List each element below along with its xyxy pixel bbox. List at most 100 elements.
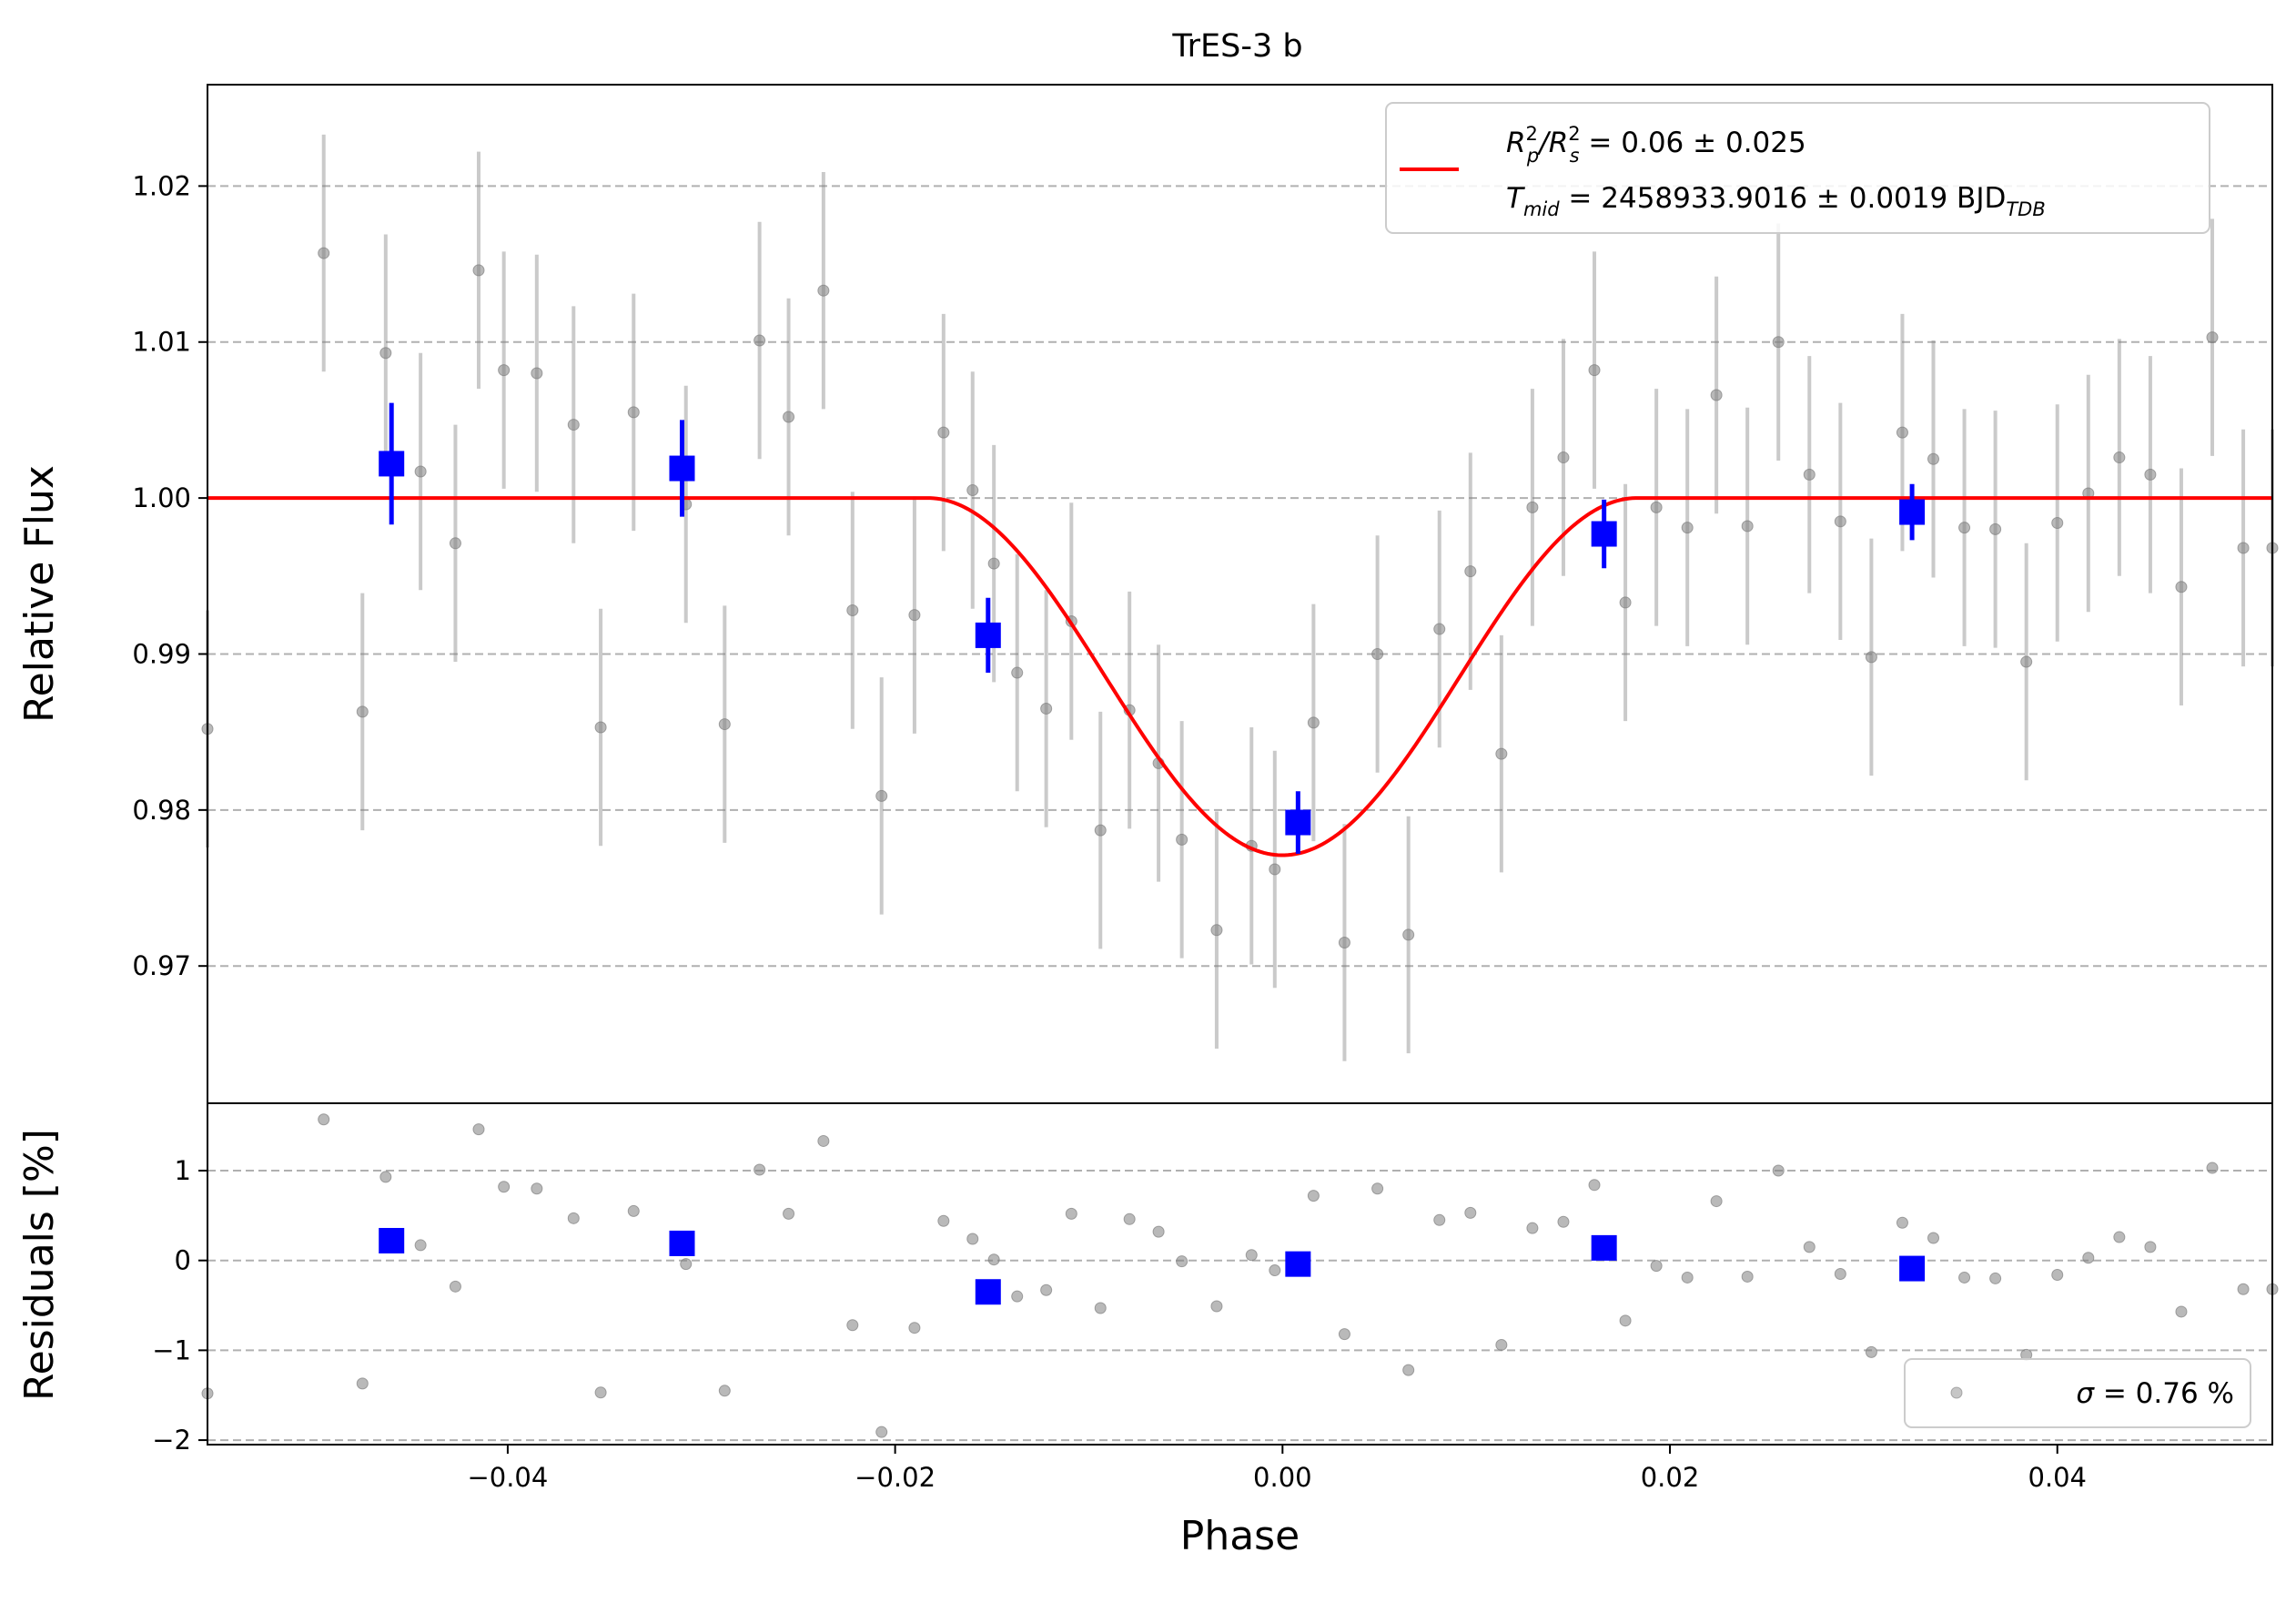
residuals-raw-point [1123, 1212, 1136, 1225]
residuals-raw-point [1588, 1179, 1601, 1192]
residuals-binned-points [379, 1227, 1926, 1305]
residuals-raw-point [1402, 1364, 1415, 1376]
residuals-y-tick-label: 1 [175, 1155, 191, 1186]
residuals-raw-point [414, 1239, 427, 1252]
phase-x-tick-label: 0.02 [1641, 1462, 1700, 1493]
flux-raw-point [1834, 515, 1846, 528]
residuals-binned-point [379, 1227, 405, 1253]
residuals-binned-point [669, 1230, 695, 1256]
residuals-y-tick-label: 0 [175, 1245, 191, 1276]
residuals-raw-point [1011, 1290, 1024, 1303]
residuals-gridlines [207, 1170, 2272, 1442]
residuals-raw-point [680, 1258, 693, 1271]
legend-rs: /R [1536, 127, 1568, 159]
flux-binned-point [669, 455, 695, 482]
residuals-raw-point [2051, 1268, 2064, 1281]
legend-rp: R [1506, 127, 1526, 159]
residuals-raw-point [1269, 1264, 1281, 1277]
residuals-raw-point [531, 1182, 543, 1195]
flux-raw-point [1176, 833, 1188, 846]
legend-tmid-text: Tmid = 2458933.9016 ± 0.0019 BJDTDB [1506, 182, 2046, 220]
legend-depth-value: = 0.06 ± 0.025 [1580, 127, 1806, 159]
flux-raw-point [817, 284, 830, 297]
flux-raw-point [754, 334, 766, 347]
flux-raw-point [1269, 863, 1281, 876]
flux-raw-point [783, 411, 795, 423]
flux-raw-point [1338, 936, 1350, 949]
residuals-legend-marker [1950, 1386, 1963, 1399]
flux-y-ticks: 0.97 0.98 0.99 1.00 1.01 1.02 [132, 170, 207, 981]
flux-raw-point [2206, 331, 2219, 344]
residuals-raw-point [754, 1163, 766, 1176]
residuals-raw-point [1210, 1300, 1223, 1313]
legend-sigma-value: = 0.76 % [2094, 1377, 2234, 1410]
residuals-raw-point [594, 1386, 607, 1399]
flux-legend-box [1385, 102, 2210, 234]
flux-raw-point [846, 604, 859, 616]
flux-raw-point [567, 419, 580, 431]
residuals-raw-point [1958, 1271, 1971, 1283]
flux-binned-point [1591, 521, 1617, 547]
flux-raw-point [966, 484, 979, 497]
residuals-binned-point [975, 1279, 1001, 1305]
flux-y-tick-label: 0.98 [132, 795, 191, 826]
residuals-legend-box [1904, 1358, 2251, 1428]
residuals-raw-point [2113, 1231, 2126, 1243]
legend-tmid-value: = 2458933.9016 ± 0.0019 BJD [1560, 182, 2007, 215]
residuals-raw-point [1803, 1241, 1816, 1253]
residuals-y-ticks: −2 −1 0 1 [152, 1155, 207, 1456]
flux-raw-point [1650, 501, 1663, 513]
residuals-raw-point [1065, 1207, 1077, 1220]
flux-raw-point [449, 537, 461, 550]
flux-raw-point [1402, 928, 1415, 941]
residuals-raw-point [1650, 1260, 1663, 1273]
residuals-raw-point [2144, 1241, 2157, 1253]
flux-raw-point [1772, 336, 1785, 349]
residuals-binned-point [1591, 1234, 1617, 1261]
residuals-raw-point [2082, 1252, 2095, 1264]
legend-depth-text: R2 p/R2 s = 0.06 ± 0.025 [1506, 123, 1806, 167]
flux-binned-points [379, 402, 1926, 854]
residuals-y-axis-label: Residuals [%] [16, 1129, 63, 1401]
flux-raw-point [1307, 716, 1320, 729]
residuals-raw-point [1307, 1190, 1320, 1202]
residuals-raw-point [1338, 1328, 1350, 1341]
residuals-raw-point [1710, 1195, 1723, 1208]
residuals-raw-point [718, 1385, 731, 1397]
flux-raw-point [1958, 522, 1971, 534]
residuals-raw-point [1557, 1215, 1570, 1228]
residuals-binned-point [1285, 1251, 1311, 1277]
phase-x-ticks: −0.04 −0.02 0.00 0.02 0.04 [467, 1445, 2087, 1493]
flux-raw-point [875, 789, 888, 802]
flux-raw-point [2113, 451, 2126, 464]
residuals-legend-text: σ = 0.76 % [2076, 1377, 2234, 1410]
residuals-raw-point [1526, 1222, 1539, 1234]
residuals-raw-point [1094, 1302, 1107, 1314]
phase-x-tick-label: −0.04 [467, 1462, 548, 1493]
residuals-raw-point [966, 1233, 979, 1245]
flux-raw-point [1865, 651, 1877, 664]
flux-y-tick-label: 1.02 [132, 170, 191, 201]
residuals-raw-point [2206, 1162, 2219, 1174]
residuals-binned-point [1899, 1255, 1926, 1282]
residuals-raw-point [908, 1322, 921, 1334]
flux-raw-point [1464, 565, 1477, 578]
flux-raw-point [356, 705, 369, 718]
residuals-raw-point [937, 1214, 950, 1227]
flux-raw-point [1619, 596, 1632, 609]
residuals-raw-point [1040, 1283, 1053, 1296]
residuals-raw-point [987, 1253, 1000, 1266]
flux-raw-point [1040, 702, 1053, 715]
residuals-panel-frame [207, 1102, 2273, 1446]
phase-x-axis-label: Phase [1180, 1513, 1300, 1559]
residuals-raw-point [1433, 1213, 1446, 1226]
flux-raw-point [1896, 426, 1908, 439]
residuals-raw-point [379, 1171, 392, 1183]
transit-model-curve [207, 496, 2272, 857]
residuals-raw-point [356, 1377, 369, 1390]
residuals-raw-point [1834, 1268, 1846, 1280]
flux-raw-point [1011, 666, 1024, 679]
residuals-panel: −2 −1 0 1 −0.04 −0.02 0.00 0.02 0.04 Residuals … [16, 1102, 2279, 1559]
